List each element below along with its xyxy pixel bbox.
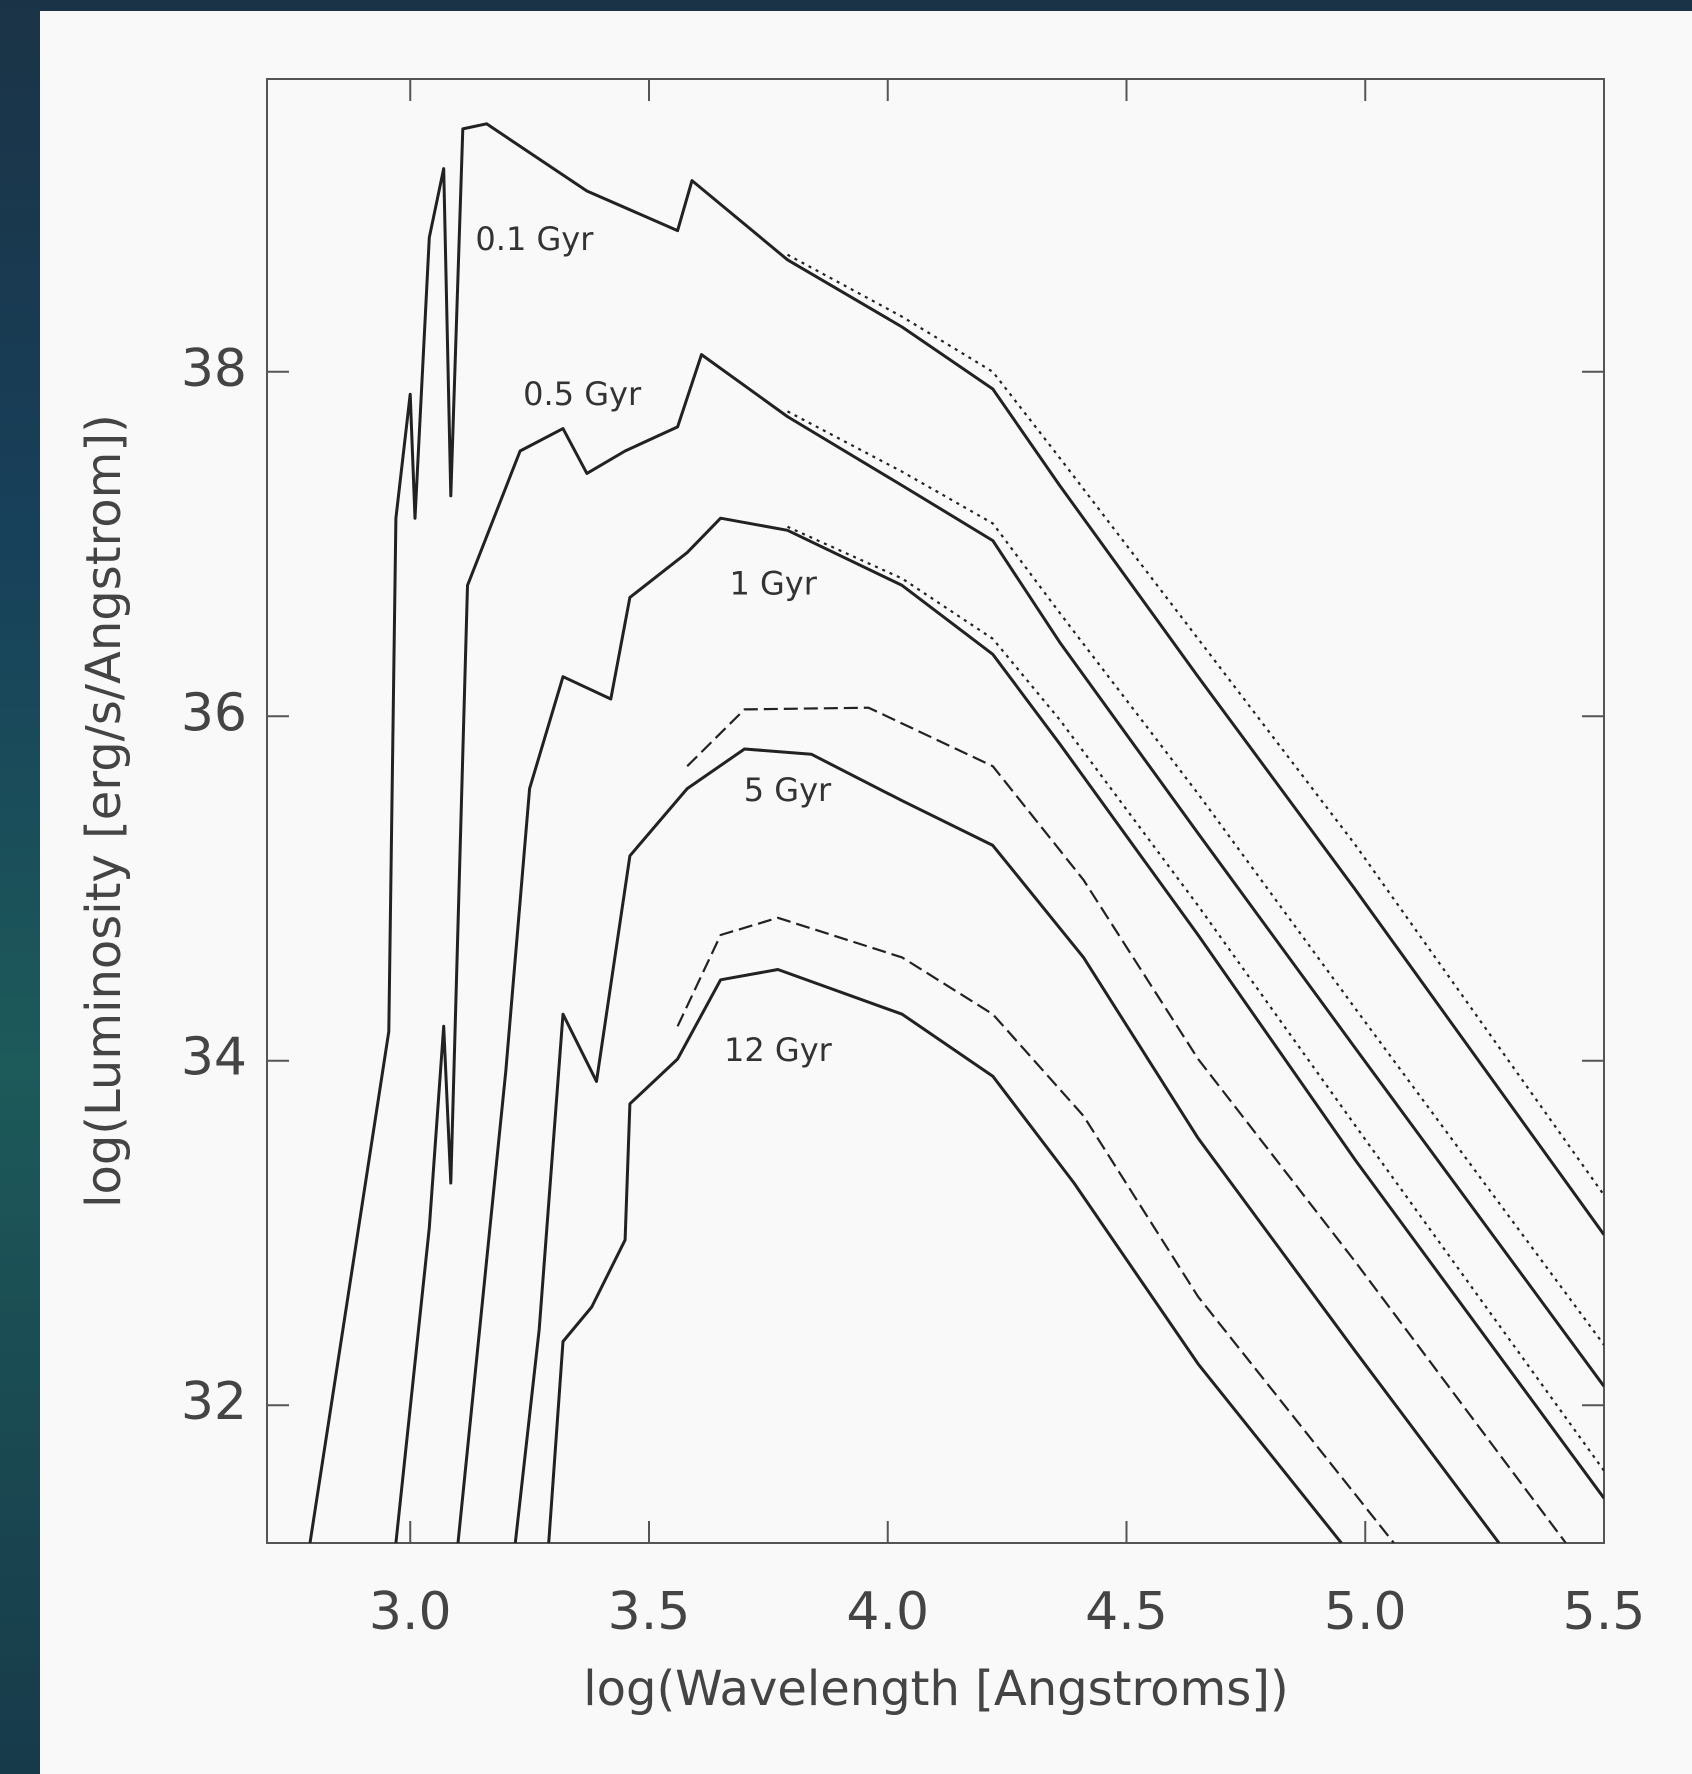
- y-tick-label: 38: [181, 339, 247, 399]
- x-tick-label: 3.0: [369, 1582, 452, 1642]
- y-tick-label: 36: [181, 683, 247, 743]
- annotation: 5 Gyr: [744, 771, 832, 809]
- y-tick-label: 32: [181, 1372, 247, 1432]
- series-line: [787, 525, 1604, 1472]
- y-tick-label: 34: [181, 1028, 247, 1088]
- annotation: 1 Gyr: [729, 564, 817, 602]
- series-line: [456, 516, 1604, 1543]
- series-line: [308, 122, 1604, 1543]
- series-line: [676, 916, 1395, 1543]
- annotation: 0.1 Gyr: [475, 220, 594, 258]
- series-line: [686, 706, 1567, 1543]
- annotation: 12 Gyr: [724, 1031, 833, 1069]
- x-axis-title: log(Wavelength [Angstroms]): [583, 1661, 1288, 1717]
- series-line: [786, 253, 1604, 1196]
- series-line: [513, 747, 1501, 1543]
- panel: [40, 11, 1692, 1774]
- annotation: 0.5 Gyr: [523, 375, 642, 413]
- series-line: [786, 410, 1604, 1346]
- series-line: [547, 968, 1343, 1543]
- x-tick-label: 5.5: [1563, 1582, 1646, 1642]
- x-tick-label: 3.5: [608, 1582, 691, 1642]
- series-line: [394, 353, 1604, 1543]
- y-axis-title: log(Luminosity [erg/s/Angstrom]): [76, 414, 132, 1208]
- x-tick-label: 4.5: [1085, 1582, 1168, 1642]
- x-tick-label: 5.0: [1324, 1582, 1407, 1642]
- plot-frame: [266, 78, 1605, 1544]
- x-tick-label: 4.0: [846, 1582, 929, 1642]
